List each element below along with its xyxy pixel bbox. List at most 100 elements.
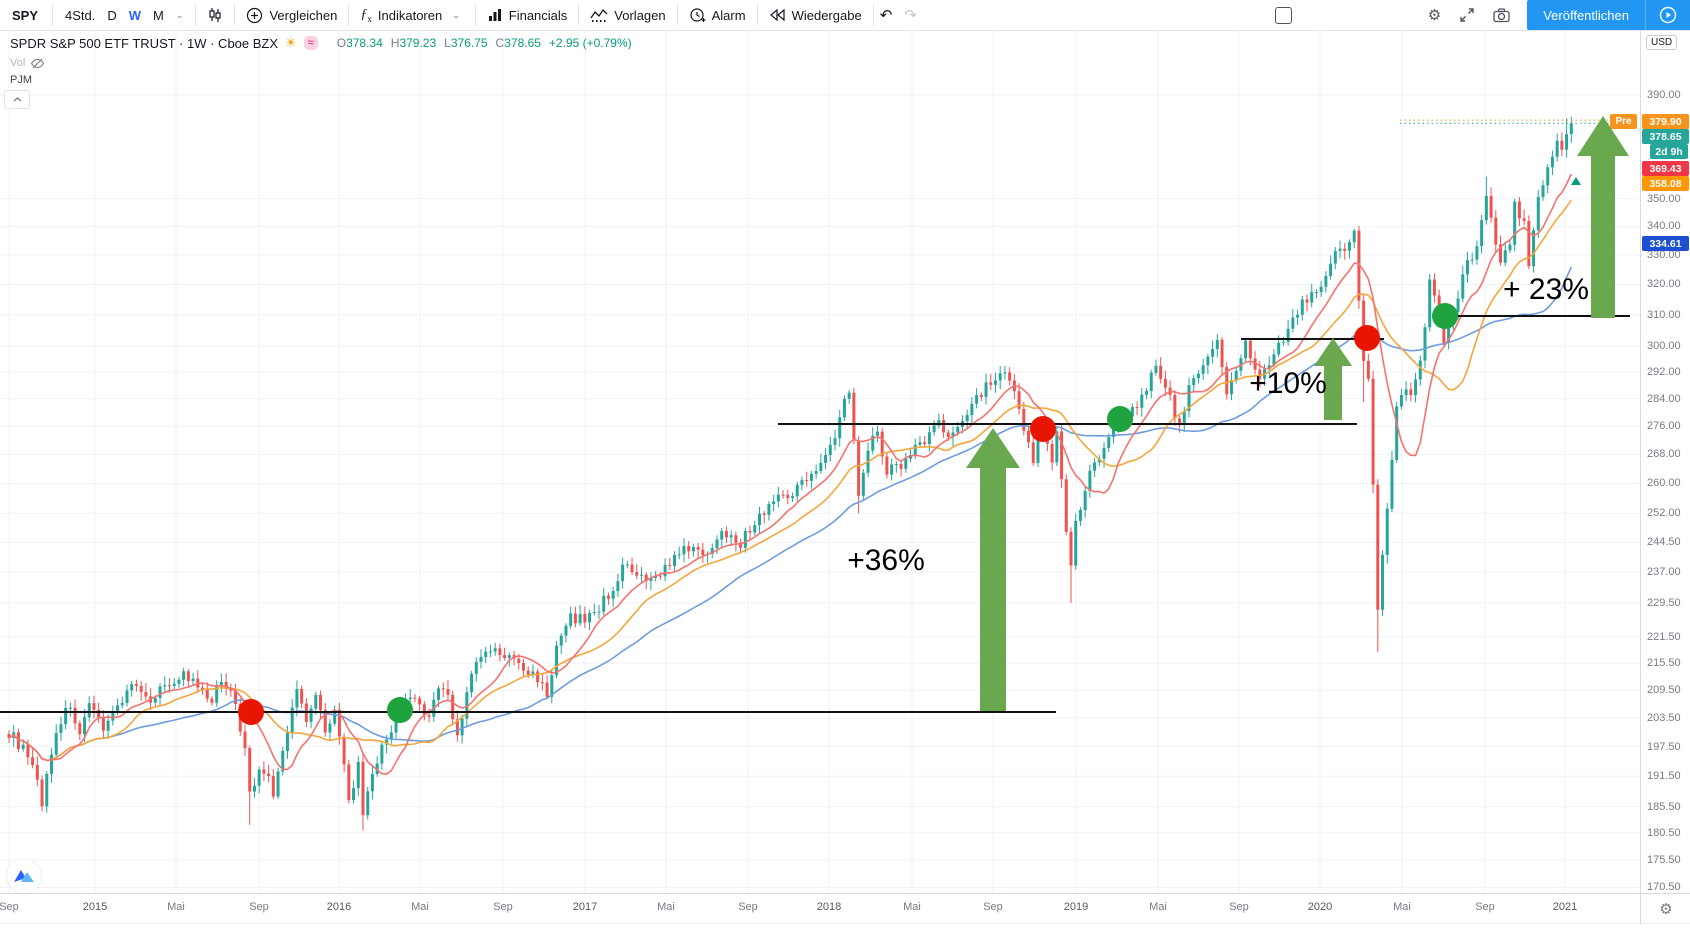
- volume-label[interactable]: Vol: [10, 57, 26, 69]
- ma-40-line[interactable]: [8, 266, 1573, 762]
- price-tick: 244.50: [1647, 536, 1681, 549]
- price-tick: 175.50: [1647, 853, 1681, 866]
- candle-body: [455, 719, 459, 736]
- alert-label: Alarm: [711, 7, 746, 23]
- candle-body: [828, 444, 832, 456]
- candle-body: [347, 764, 351, 801]
- candle-body: [1102, 447, 1106, 459]
- toolbar-divider: [348, 4, 350, 26]
- candle-body: [1173, 394, 1177, 419]
- price-tick: 300.00: [1647, 340, 1681, 353]
- candle-body: [776, 494, 780, 502]
- candle-body: [762, 513, 766, 515]
- low-value: 376.75: [450, 36, 488, 50]
- candle-body: [163, 685, 167, 687]
- candle-body: [26, 744, 30, 758]
- time-axis-divider: [0, 923, 1690, 924]
- candle-body: [1546, 167, 1550, 186]
- candle-body: [729, 535, 733, 538]
- time-tick-month: Sep: [738, 901, 758, 913]
- chart-type-button[interactable]: [196, 0, 234, 30]
- candle-body: [1163, 378, 1167, 388]
- candle-body: [1286, 328, 1290, 342]
- candle-body: [658, 575, 662, 577]
- alert-button[interactable]: Alarm: [678, 0, 757, 30]
- time-axis[interactable]: ⚙ Sep 2015 Mai Sep 2016 Mai Sep 2017 Mai Sep 2018 M…: [0, 893, 1690, 932]
- financials-button[interactable]: Financials: [476, 0, 579, 30]
- indicators-button[interactable]: ƒx Indikatoren ⌄: [349, 0, 474, 30]
- candle-body: [479, 656, 483, 662]
- interval-w[interactable]: W: [128, 7, 142, 23]
- candle-body: [422, 704, 426, 716]
- candle-body: [1045, 436, 1049, 444]
- candle-body: [205, 689, 209, 699]
- symbol-title[interactable]: SPDR S&P 500 ETF TRUST · 1W · Cboe BZX: [10, 35, 279, 51]
- candle-body: [92, 703, 96, 710]
- candle-body: [960, 421, 964, 427]
- fullscreen-icon[interactable]: [1450, 7, 1484, 23]
- ma-10-line[interactable]: [8, 173, 1573, 775]
- candle-body: [1149, 372, 1153, 392]
- candle-body: [186, 671, 190, 681]
- candle-body: [1097, 458, 1101, 463]
- camera-icon[interactable]: [1484, 7, 1519, 23]
- candle-body: [328, 723, 332, 733]
- chevron-down-icon[interactable]: ⌄: [175, 9, 184, 20]
- interval-d[interactable]: D: [107, 7, 117, 23]
- candle-body: [1442, 311, 1446, 343]
- candle-body: [767, 504, 771, 515]
- layout-icon[interactable]: [1266, 6, 1301, 24]
- candle-body: [1451, 311, 1455, 322]
- indicator-pjm-label[interactable]: PJM: [10, 74, 32, 86]
- candle-body: [578, 614, 582, 624]
- currency-tab[interactable]: USD: [1646, 35, 1678, 50]
- candle-body: [1008, 372, 1012, 381]
- candle-body: [1182, 411, 1186, 425]
- candle-body: [597, 611, 601, 613]
- price-flag: 378.65: [1642, 129, 1689, 144]
- redo-icon[interactable]: ↷: [904, 7, 917, 24]
- candle-body: [361, 761, 365, 816]
- publish-play-button[interactable]: [1645, 0, 1690, 30]
- price-tick: 310.00: [1647, 308, 1681, 321]
- candle-body: [1145, 391, 1149, 395]
- price-axis[interactable]: USD 390.00 350.00 340.00 330.00 320.00 310.00…: [1640, 30, 1690, 893]
- publish-button[interactable]: Veröffentlichen: [1527, 0, 1645, 30]
- replay-button[interactable]: Wiedergabe: [758, 0, 873, 30]
- interval-m[interactable]: M: [153, 7, 164, 23]
- collapse-panel-button[interactable]: [4, 90, 30, 109]
- interval-4h[interactable]: 4Std.: [65, 7, 96, 23]
- price-tick: 320.00: [1647, 278, 1681, 291]
- mountains-logo-icon: [14, 870, 34, 882]
- candle-body: [337, 709, 341, 737]
- candle-body: [1371, 378, 1375, 485]
- candle-body: [687, 545, 691, 552]
- ma-20-line[interactable]: [8, 199, 1572, 762]
- candle-body: [144, 691, 148, 697]
- top-toolbar: SPY 4Std. D W M ⌄ Vergleichen ƒx Indikat…: [0, 0, 1690, 31]
- candle-body: [1310, 292, 1314, 303]
- axis-gear-icon[interactable]: ⚙: [1659, 901, 1673, 918]
- price-tick: 260.00: [1647, 477, 1681, 490]
- candle-body: [890, 464, 894, 475]
- candle-body: [474, 661, 478, 674]
- high-value: 379.23: [399, 36, 437, 50]
- undo-icon[interactable]: ↶: [879, 7, 893, 24]
- candlestick-icon: [207, 7, 223, 23]
- candle-body: [951, 432, 955, 437]
- templates-button[interactable]: Vorlagen: [579, 0, 676, 30]
- candle-body: [101, 717, 105, 731]
- symbol-button[interactable]: SPY: [12, 7, 39, 23]
- candle-body: [1116, 413, 1120, 427]
- price-tick: 185.50: [1647, 800, 1681, 813]
- settings-gear-icon[interactable]: ⚙: [1427, 7, 1442, 24]
- price-flag: 358.08: [1642, 176, 1689, 191]
- compare-button[interactable]: Vergleichen: [235, 0, 348, 30]
- toolbar-divider: [676, 4, 678, 26]
- candle-body: [748, 530, 752, 533]
- axis-settings-corner[interactable]: ⚙: [1640, 894, 1690, 924]
- tradingview-logo[interactable]: [6, 858, 42, 894]
- eye-hidden-icon[interactable]: [30, 58, 45, 69]
